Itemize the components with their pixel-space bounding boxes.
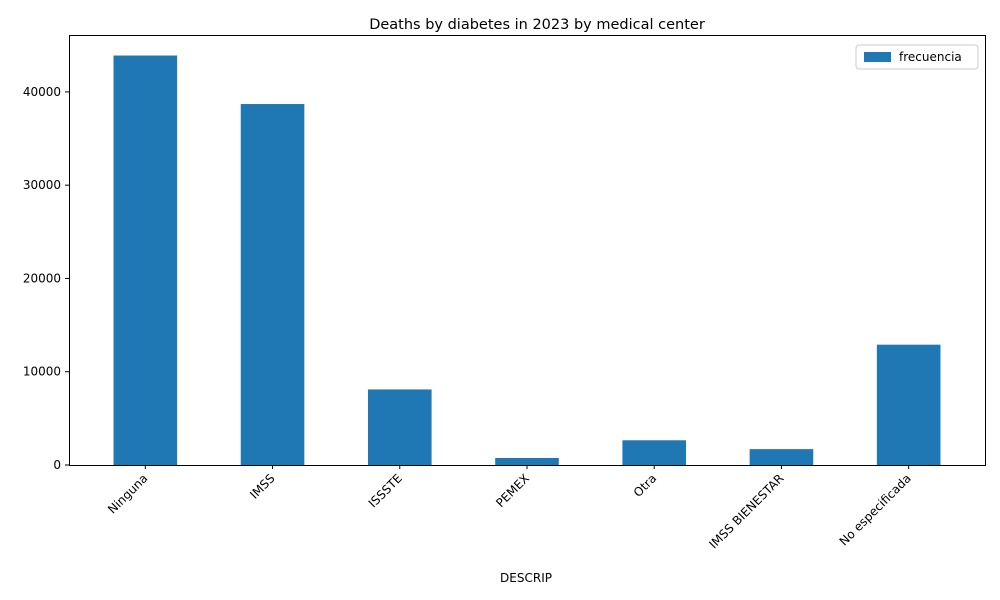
- y-tick-label: 30000: [23, 178, 61, 192]
- x-axis-label: DESCRIP: [500, 571, 552, 585]
- legend-swatch: [864, 52, 891, 62]
- bar-pemex: [495, 458, 559, 465]
- bar-issste: [367, 389, 432, 465]
- y-axis: 0 10000 20000 30000 40000: [23, 85, 69, 472]
- bar-imss: [240, 104, 305, 465]
- y-tick-label: 40000: [23, 85, 61, 99]
- legend: frecuencia: [855, 44, 979, 70]
- y-tick-label: 0: [53, 458, 61, 472]
- legend-label: frecuencia: [899, 50, 962, 64]
- legend-box: [855, 44, 979, 70]
- chart-title: Deaths by diabetes in 2023 by medical ce…: [369, 17, 705, 33]
- y-tick-label: 20000: [23, 271, 61, 285]
- y-tick-label: 10000: [23, 365, 61, 379]
- bar-no-especificada: [876, 344, 941, 465]
- bar-otra: [622, 440, 687, 465]
- bars-layer: [113, 55, 941, 466]
- plot-frame: [69, 35, 986, 466]
- bar-ninguna: [113, 55, 178, 466]
- bar-imss-bienestar: [749, 449, 814, 465]
